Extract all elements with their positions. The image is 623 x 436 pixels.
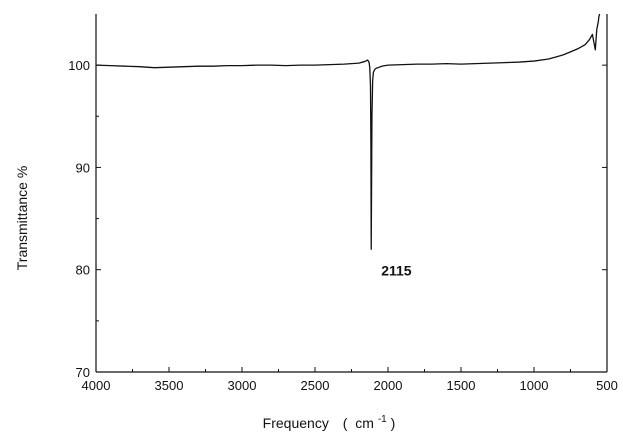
x-tick-label: 4000 (82, 378, 111, 393)
annotation-layer: 2115 (381, 262, 412, 278)
x-tick-label: 2500 (301, 378, 330, 393)
y-tick-label: 70 (76, 365, 90, 380)
x-tick-label: 3000 (228, 378, 257, 393)
peak-annotation: 2115 (381, 262, 412, 278)
x-axis-ticks: 4000 3500 3000 2500 2000 1500 1000 500 (82, 367, 618, 393)
y-tick-label: 90 (76, 160, 90, 175)
y-axis-label: Transmittance % (14, 166, 30, 271)
x-axis-label: Frequency ( cm -1 ) (263, 409, 396, 431)
y-tick-label: 80 (76, 263, 90, 278)
x-tick-label: 1000 (520, 378, 549, 393)
spectrum-line (96, 13, 601, 250)
x-axis-label-text: Frequency (263, 415, 329, 431)
series-layer (96, 13, 601, 250)
x-axis-label-unit: cm (355, 415, 374, 431)
x-tick-label: 2000 (374, 378, 403, 393)
x-tick-label: 1500 (447, 378, 476, 393)
x-tick-label: 3500 (155, 378, 184, 393)
x-axis-label-exponent: -1 (378, 414, 387, 425)
x-tick-label: 500 (596, 378, 618, 393)
y-axis-ticks: 70 80 90 100 (68, 58, 607, 380)
y-tick-label: 100 (68, 58, 90, 73)
